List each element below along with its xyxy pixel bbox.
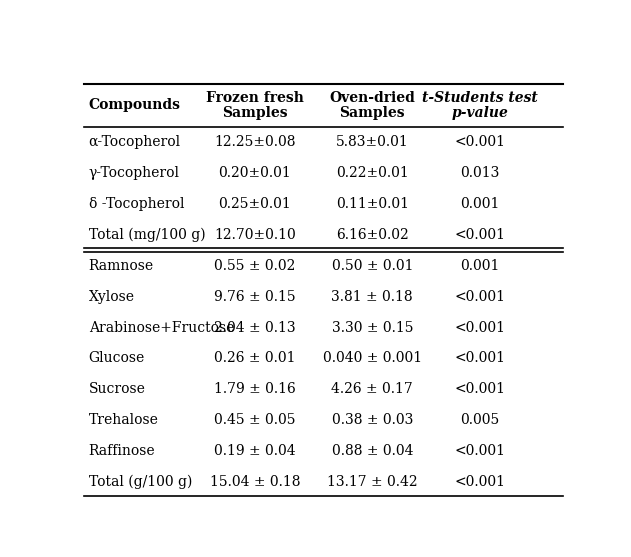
Text: 0.11±0.01: 0.11±0.01 (336, 197, 409, 211)
Text: 3.81 ± 0.18: 3.81 ± 0.18 (331, 290, 413, 304)
Text: Compounds: Compounds (88, 99, 180, 113)
Text: 5.83±0.01: 5.83±0.01 (336, 135, 409, 149)
Text: 1.79 ± 0.16: 1.79 ± 0.16 (214, 382, 296, 397)
Text: 15.04 ± 0.18: 15.04 ± 0.18 (209, 475, 300, 489)
Text: 0.50 ± 0.01: 0.50 ± 0.01 (331, 259, 413, 273)
Text: <0.001: <0.001 (454, 135, 505, 149)
Text: 13.17 ± 0.42: 13.17 ± 0.42 (327, 475, 418, 489)
Text: <0.001: <0.001 (454, 444, 505, 458)
Text: p-value: p-value (451, 106, 509, 120)
Text: Samples: Samples (339, 106, 405, 120)
Text: Xylose: Xylose (88, 290, 134, 304)
Text: Ramnose: Ramnose (88, 259, 154, 273)
Text: 0.55 ± 0.02: 0.55 ± 0.02 (215, 259, 295, 273)
Text: <0.001: <0.001 (454, 351, 505, 365)
Text: 0.88 ± 0.04: 0.88 ± 0.04 (331, 444, 413, 458)
Text: t-Students test: t-Students test (422, 91, 538, 105)
Text: 0.040 ± 0.001: 0.040 ± 0.001 (322, 351, 422, 365)
Text: 0.013: 0.013 (460, 166, 500, 180)
Text: Sucrose: Sucrose (88, 382, 146, 397)
Text: δ -Tocopherol: δ -Tocopherol (88, 197, 184, 211)
Text: 2.04 ± 0.13: 2.04 ± 0.13 (214, 321, 296, 335)
Text: 0.26 ± 0.01: 0.26 ± 0.01 (214, 351, 296, 365)
Text: γ-Tocopherol: γ-Tocopherol (88, 166, 180, 180)
Text: 0.19 ± 0.04: 0.19 ± 0.04 (214, 444, 296, 458)
Text: 0.005: 0.005 (460, 413, 500, 427)
Text: <0.001: <0.001 (454, 290, 505, 304)
Text: Total (mg/100 g): Total (mg/100 g) (88, 228, 205, 242)
Text: 6.16±0.02: 6.16±0.02 (336, 228, 409, 242)
Text: 12.70±0.10: 12.70±0.10 (214, 228, 296, 242)
Text: α-Tocopherol: α-Tocopherol (88, 135, 180, 149)
Text: Arabinose+Fructose: Arabinose+Fructose (88, 321, 234, 335)
Text: Oven-dried: Oven-dried (329, 91, 415, 105)
Text: 0.22±0.01: 0.22±0.01 (336, 166, 409, 180)
Text: <0.001: <0.001 (454, 321, 505, 335)
Text: 12.25±0.08: 12.25±0.08 (214, 135, 296, 149)
Text: Samples: Samples (222, 106, 288, 120)
Text: 4.26 ± 0.17: 4.26 ± 0.17 (331, 382, 413, 397)
Text: <0.001: <0.001 (454, 228, 505, 242)
Text: Total (g/100 g): Total (g/100 g) (88, 475, 192, 489)
Text: 0.001: 0.001 (460, 259, 500, 273)
Text: 0.45 ± 0.05: 0.45 ± 0.05 (214, 413, 296, 427)
Text: Raffinose: Raffinose (88, 444, 155, 458)
Text: <0.001: <0.001 (454, 382, 505, 397)
Text: Trehalose: Trehalose (88, 413, 158, 427)
Text: 0.001: 0.001 (460, 197, 500, 211)
Text: 3.30 ± 0.15: 3.30 ± 0.15 (331, 321, 413, 335)
Text: 0.38 ± 0.03: 0.38 ± 0.03 (332, 413, 413, 427)
Text: <0.001: <0.001 (454, 475, 505, 489)
Text: Glucose: Glucose (88, 351, 145, 365)
Text: Frozen fresh: Frozen fresh (206, 91, 304, 105)
Text: 9.76 ± 0.15: 9.76 ± 0.15 (214, 290, 296, 304)
Text: 0.20±0.01: 0.20±0.01 (218, 166, 292, 180)
Text: 0.25±0.01: 0.25±0.01 (218, 197, 292, 211)
